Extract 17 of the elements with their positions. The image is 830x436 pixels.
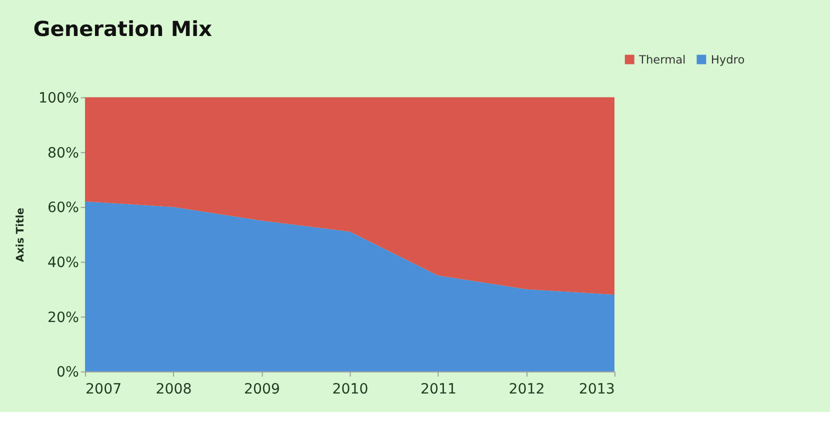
y-tick-label: 100%	[38, 90, 79, 106]
x-tick-label: 2012	[508, 382, 545, 398]
chart-title: Generation Mix	[33, 16, 213, 41]
x-tick-label: 2009	[244, 382, 280, 398]
x-tick-label: 2013	[578, 382, 615, 398]
legend-label: Thermal	[638, 52, 686, 66]
x-tick-label: 2007	[86, 382, 122, 398]
x-tick-label: 2008	[156, 382, 192, 398]
y-tick-label: 0%	[56, 364, 79, 381]
y-tick-label: 40%	[47, 254, 79, 271]
x-tick-label: 2010	[332, 382, 368, 398]
y-tick-label: 60%	[47, 200, 79, 216]
legend-label: Hydro	[710, 52, 745, 66]
y-tick-label: 20%	[47, 310, 79, 326]
y-axis-title: Axis Title	[14, 208, 26, 262]
x-tick-label: 2011	[420, 382, 456, 398]
y-tick-label: 80%	[47, 145, 79, 162]
